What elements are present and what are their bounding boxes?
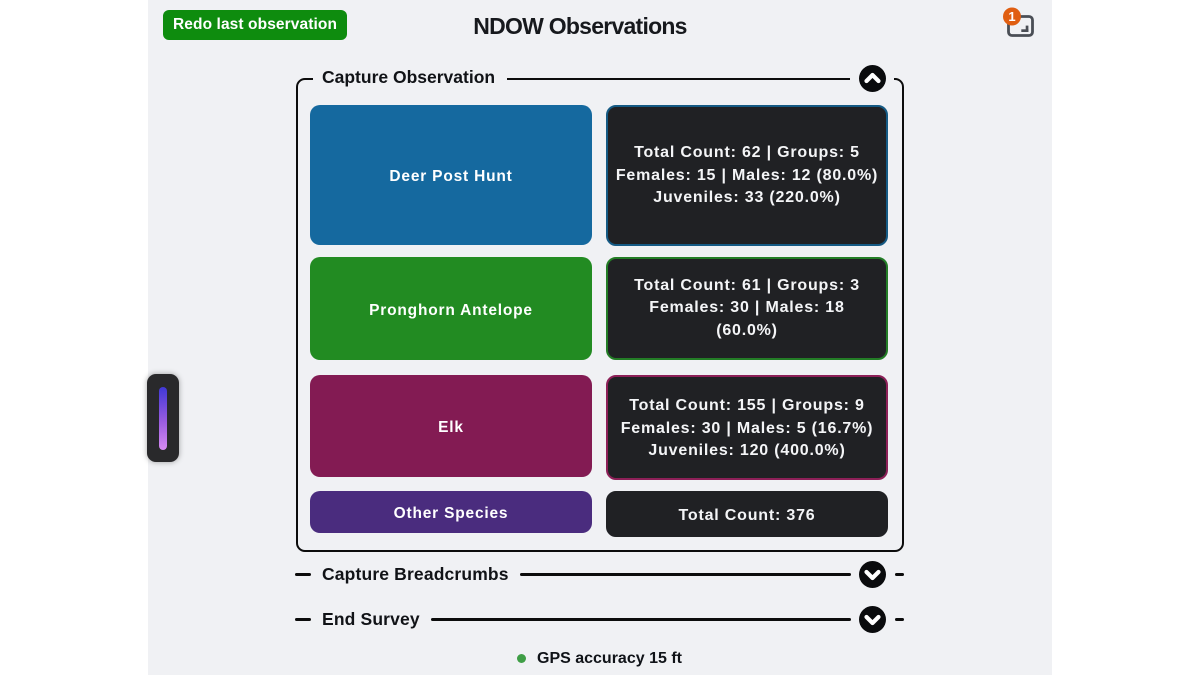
svg-text:1: 1 [1008, 9, 1015, 24]
